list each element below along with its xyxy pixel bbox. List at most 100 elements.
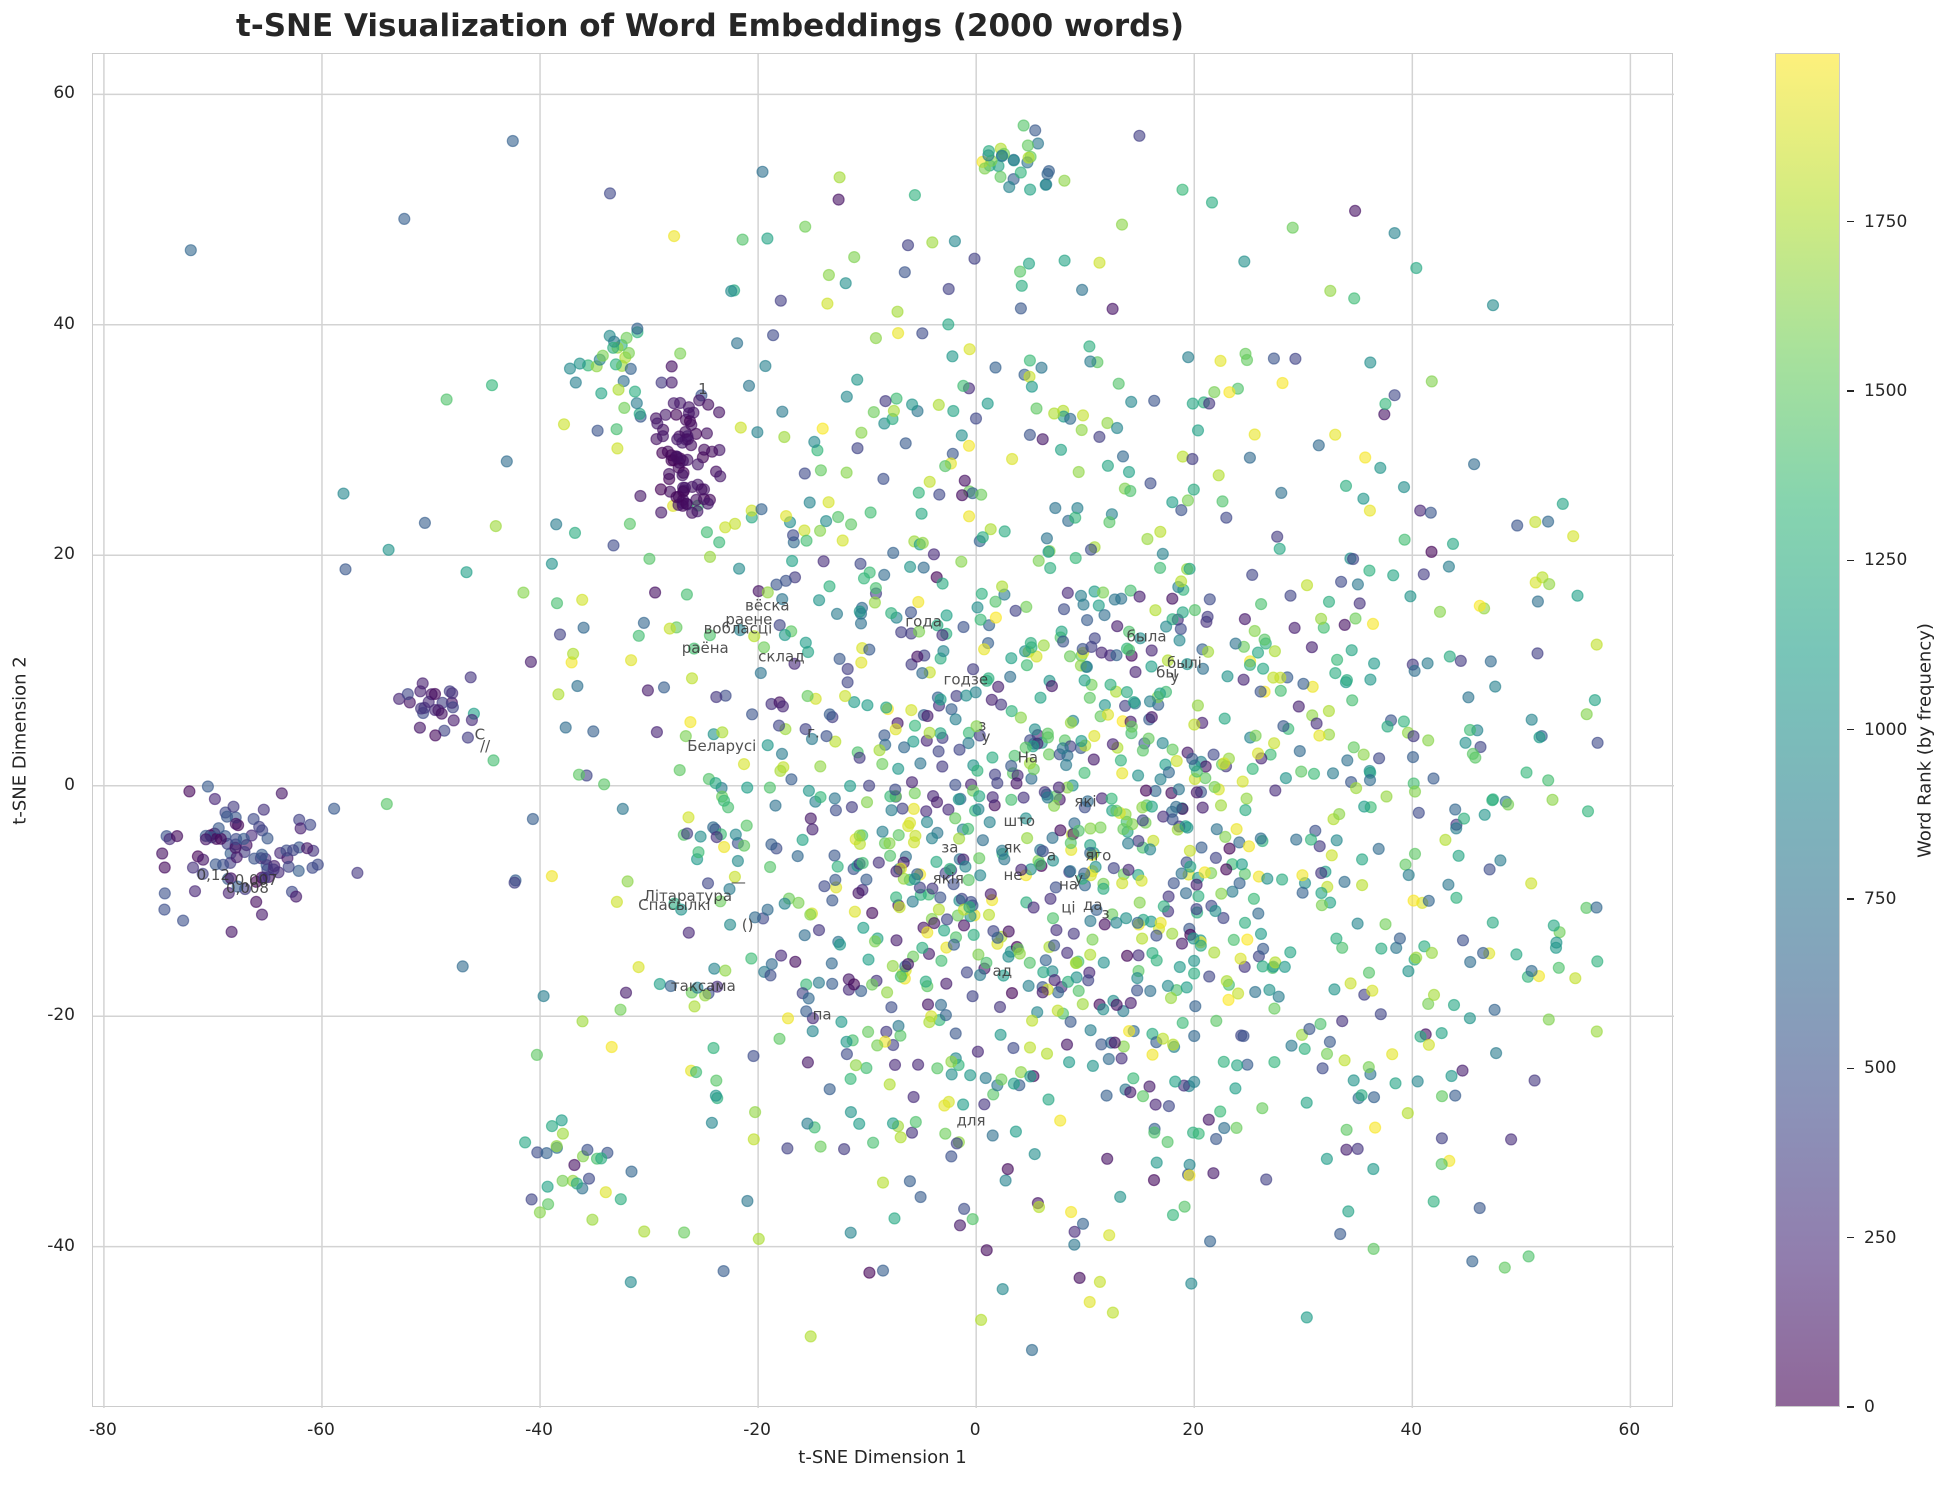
data-point [701,497,715,510]
data-point [792,896,805,909]
data-point [1569,972,1582,985]
data-point [500,455,513,468]
data-point [1581,805,1595,818]
data-point [1024,1070,1037,1083]
data-point [975,587,988,600]
x-tick-label: -60 [307,1420,335,1440]
data-point [1124,584,1137,597]
data-point [1435,1026,1448,1040]
data-point [1196,662,1210,675]
data-point [1314,612,1328,625]
data-point [1101,1152,1114,1165]
data-point [840,1035,853,1048]
data-point [1367,1242,1380,1256]
data-point [1208,780,1221,794]
data-point [1125,395,1138,408]
data-point [1061,586,1074,600]
data-point [1054,824,1067,837]
word-label: С [475,726,485,744]
data-point [611,442,624,455]
data-point [950,1137,963,1150]
data-point [440,393,453,406]
word-label: годзе [943,670,988,688]
data-point [1231,987,1245,1000]
data-point [1314,1017,1327,1031]
data-point [719,964,732,977]
data-point [1407,730,1420,743]
data-point [1372,752,1386,765]
data-point [1237,1029,1250,1043]
data-point [957,919,971,932]
data-point [1121,837,1135,850]
data-point [761,586,774,599]
data-point [1543,577,1556,591]
data-point [621,875,634,888]
data-point [676,469,689,482]
word-label: 0,12 [197,866,230,884]
data-point [1025,380,1039,393]
data-point [1166,813,1179,826]
data-point [1198,866,1211,879]
data-point [1031,137,1045,150]
data-point [826,894,839,907]
data-point [1320,1152,1334,1166]
data-point [1196,801,1209,814]
data-point [1022,979,1035,993]
x-tick-label: 0 [969,1420,981,1440]
data-point [820,729,833,743]
data-point [184,244,197,257]
data-point [1202,1113,1215,1126]
colorbar-tick-label: 750 [1847,889,1896,909]
data-point [745,504,758,517]
data-point [908,189,922,202]
data-point [889,783,902,796]
data-point [1378,408,1391,421]
data-point [781,1012,795,1025]
data-point [1340,673,1354,687]
data-point [1020,831,1034,845]
data-point [1425,946,1439,960]
data-point [674,347,687,360]
data-point [1156,547,1169,560]
data-point [684,715,697,729]
data-point [978,1098,991,1111]
data-point [886,1117,900,1130]
data-point [763,781,777,794]
data-point [1060,1038,1074,1051]
data-point [903,1175,917,1188]
word-label: вобласці [704,620,773,638]
data-point [865,978,879,991]
data-point [805,732,819,746]
data-point [1078,867,1091,880]
data-point [1269,784,1282,797]
data-point [1435,1157,1448,1171]
data-point [1355,878,1369,892]
data-point [723,882,736,896]
data-point [1357,492,1370,505]
data-point [1223,842,1236,855]
data-point [1189,1000,1202,1013]
data-point [311,858,324,871]
data-point [637,616,651,630]
data-point [1033,857,1047,871]
data-point [833,171,846,184]
data-point [1359,451,1372,464]
data-point [1134,632,1147,645]
plot-area: вёска раене вобласці раёна склад года годзе был… [92,53,1674,1408]
data-point [1329,428,1342,441]
data-point [774,294,787,307]
data-point [973,968,987,982]
data-point [701,877,715,890]
data-point [887,546,900,559]
data-point [754,666,767,680]
data-point [1187,954,1201,968]
data-point [1007,1077,1021,1090]
data-point [610,423,623,436]
data-point [625,1165,638,1178]
data-point [1338,1054,1351,1067]
data-point [1029,124,1042,137]
data-point [1393,932,1407,945]
word-label: ад [993,962,1013,980]
data-point [1025,1014,1039,1027]
data-point [939,460,952,473]
